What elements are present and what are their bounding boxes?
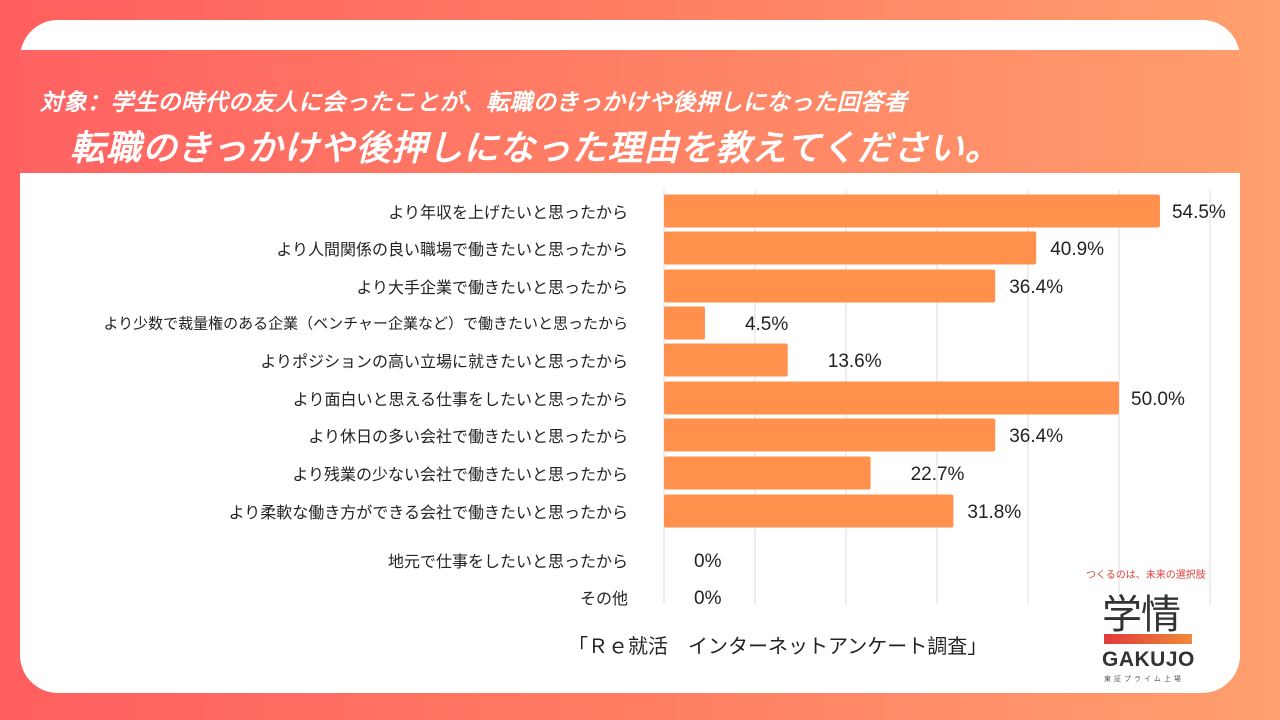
logo-tagline: つくるのは、未来の選択肢: [1086, 570, 1206, 581]
bar: [664, 343, 788, 377]
bar: [664, 456, 871, 490]
bar: [664, 194, 1160, 228]
value-label: 4.5%: [745, 314, 788, 335]
category-label: より柔軟な働き方ができる会社で働きたいと思ったから: [228, 503, 628, 522]
logo-listing: 東証プライム上場: [1104, 675, 1184, 683]
category-label: より面白いと思える仕事をしたいと思ったから: [292, 390, 628, 409]
bar: [664, 381, 1119, 415]
bar: [664, 494, 954, 528]
category-label: より残業の少ない会社で働きたいと思ったから: [292, 465, 628, 484]
value-label: 36.4%: [1009, 426, 1063, 447]
value-label: 22.7%: [911, 464, 965, 485]
content-card: 対象：学生の時代の友人に会ったことが、転職のきっかけや後押しになった回答者 転職…: [20, 20, 1240, 693]
logo-kanji: 学情: [1102, 592, 1181, 638]
value-label: 13.6%: [828, 351, 882, 372]
value-label: 50.0%: [1131, 389, 1185, 410]
value-label: 31.8%: [967, 502, 1021, 523]
logo-brand: GAKUJO: [1102, 648, 1195, 671]
category-label: より少数で裁量権のある企業（ベンチャー企業など）で働きたいと思ったから: [103, 314, 628, 333]
value-label: 54.5%: [1172, 202, 1226, 223]
category-label: その他: [579, 589, 628, 608]
survey-target-subtitle: 対象：学生の時代の友人に会ったことが、転職のきっかけや後押しになった回答者: [40, 90, 908, 116]
bar: [664, 231, 1037, 265]
category-label: 地元で仕事をしたいと思ったから: [387, 552, 628, 571]
value-label: 36.4%: [1009, 277, 1063, 298]
source-caption: 「Ｒｅ就活 インターネットアンケート調査」: [568, 634, 988, 658]
bar: [664, 269, 996, 303]
logo-gradient-bar: [1104, 634, 1192, 644]
multiple-answer-note: （複数回答可）: [1107, 177, 1226, 197]
header-band: 対象：学生の時代の友人に会ったことが、転職のきっかけや後押しになった回答者 転職…: [20, 50, 1240, 197]
chart-title: 転職のきっかけや後押しになった理由を教えてください。: [70, 129, 1001, 169]
bar: [664, 418, 996, 452]
value-label: 40.9%: [1050, 239, 1104, 260]
category-label: よりポジションの高い立場に就きたいと思ったから: [260, 352, 628, 371]
value-label: 0%: [694, 588, 722, 609]
category-label: より人間関係の良い職場で働きたいと思ったから: [276, 240, 628, 259]
value-label: 0%: [694, 551, 722, 572]
category-label: より休日の多い会社で働きたいと思ったから: [308, 427, 628, 446]
value-labels: 54.5% 40.9% 36.4% 4.5% 13.6% 50.0% 36.4% 22.7%3…: [694, 202, 1226, 609]
bar: [664, 306, 705, 340]
category-label: より大手企業で働きたいと思ったから: [356, 278, 628, 297]
gakujo-logo: つくるのは、未来の選択肢 学情 GAKUJO 東証プライム上場: [1082, 562, 1210, 688]
category-label: より年収を上げたいと思ったから: [388, 203, 628, 222]
bars: [664, 194, 1160, 528]
